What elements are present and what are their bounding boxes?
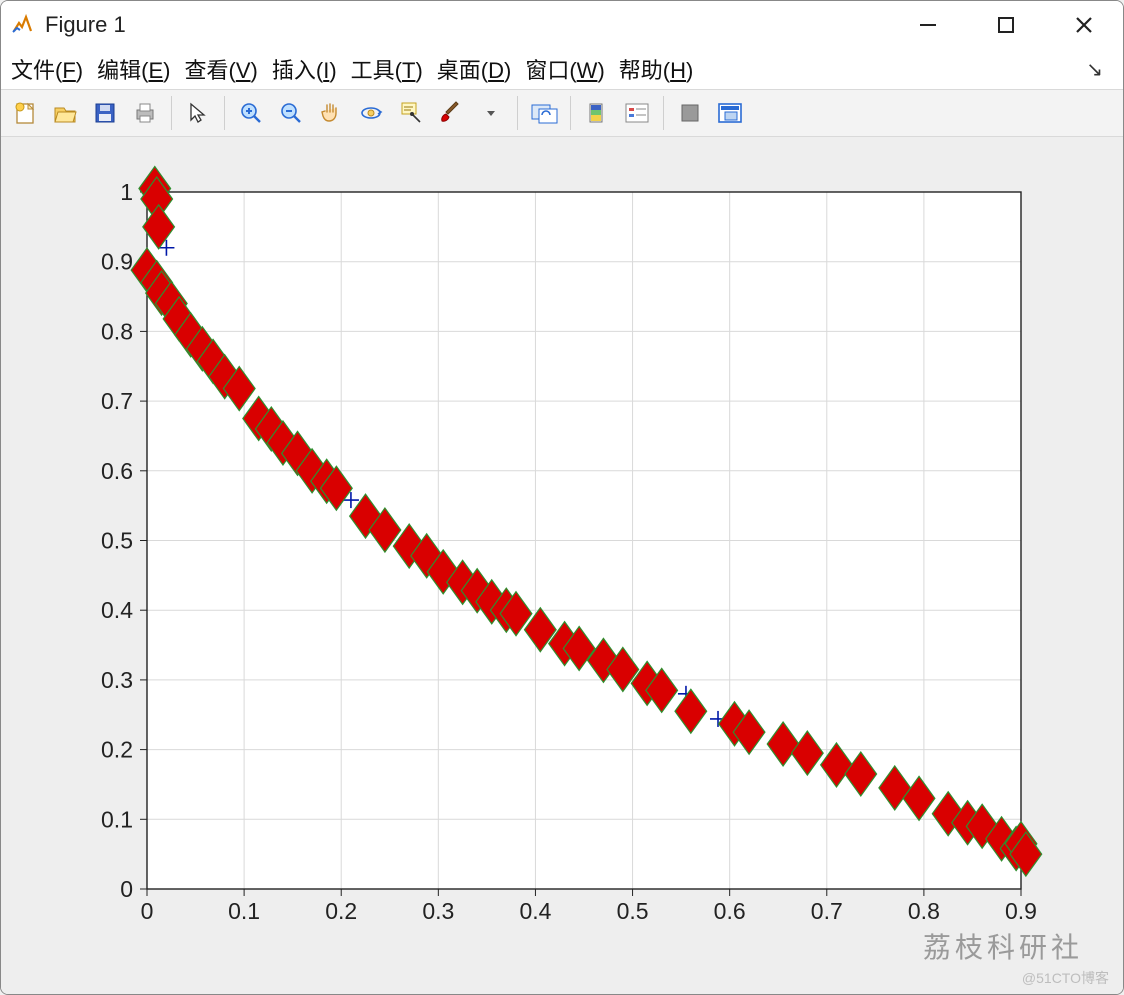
link-button[interactable] <box>526 95 562 131</box>
svg-text:0.6: 0.6 <box>101 458 133 484</box>
data-cursor-button[interactable] <box>393 95 429 131</box>
svg-text:0.5: 0.5 <box>101 528 133 554</box>
legend-button[interactable] <box>619 95 655 131</box>
toolbar-separator <box>570 96 571 130</box>
menu-insert[interactable]: 插入(I) <box>272 53 337 85</box>
figure-area[interactable]: 0 0.1 0.2 0.3 0.4 0.5 0.6 0.7 0.8 0.9 0 0.1 0.2 0.3 0.… <box>1 137 1123 994</box>
rotate3d-button[interactable] <box>353 95 389 131</box>
dock-arrow-icon[interactable]: ↘ <box>1086 57 1113 82</box>
zoom-out-button[interactable] <box>273 95 309 131</box>
svg-text:0.8: 0.8 <box>101 318 133 344</box>
svg-text:0.7: 0.7 <box>101 388 133 414</box>
menu-file[interactable]: 文件(F) <box>11 53 83 85</box>
matlab-icon <box>9 12 35 38</box>
window-controls <box>909 6 1103 44</box>
watermark-sub: @51CTO博客 <box>1022 968 1109 988</box>
dock-figure-button[interactable] <box>712 95 748 131</box>
zoom-in-button[interactable] <box>233 95 269 131</box>
new-figure-button[interactable] <box>7 95 43 131</box>
titlebar: Figure 1 <box>1 1 1123 49</box>
svg-text:0.3: 0.3 <box>422 898 454 924</box>
close-button[interactable] <box>1065 6 1103 44</box>
menu-window[interactable]: 窗口(W) <box>525 53 604 85</box>
svg-text:0.4: 0.4 <box>519 898 551 924</box>
menu-tools[interactable]: 工具(T) <box>351 53 423 85</box>
svg-text:0.9: 0.9 <box>1005 898 1037 924</box>
svg-text:0.4: 0.4 <box>101 597 133 623</box>
menu-edit[interactable]: 编辑(E) <box>97 53 170 85</box>
minimize-button[interactable] <box>909 6 947 44</box>
svg-text:0.6: 0.6 <box>714 898 746 924</box>
toolbar <box>1 89 1123 137</box>
hide-plot-tools-button[interactable] <box>672 95 708 131</box>
toolbar-separator <box>663 96 664 130</box>
svg-text:1: 1 <box>120 179 133 205</box>
open-button[interactable] <box>47 95 83 131</box>
svg-text:0.1: 0.1 <box>101 806 133 832</box>
brush-button[interactable] <box>433 95 469 131</box>
toolbar-separator <box>517 96 518 130</box>
window-title: Figure 1 <box>45 12 909 38</box>
menu-desktop[interactable]: 桌面(D) <box>437 53 512 85</box>
svg-text:0: 0 <box>120 876 133 902</box>
menu-help[interactable]: 帮助(H) <box>619 53 694 85</box>
brush-menu-button[interactable] <box>473 95 509 131</box>
svg-text:0.5: 0.5 <box>617 898 649 924</box>
menubar: 文件(F) 编辑(E) 查看(V) 插入(I) 工具(T) 桌面(D) 窗口(W… <box>1 49 1123 89</box>
svg-text:0.2: 0.2 <box>101 737 133 763</box>
svg-text:0.2: 0.2 <box>325 898 357 924</box>
toolbar-separator <box>171 96 172 130</box>
menu-view[interactable]: 查看(V) <box>184 53 257 85</box>
colorbar-button[interactable] <box>579 95 615 131</box>
pan-button[interactable] <box>313 95 349 131</box>
save-button[interactable] <box>87 95 123 131</box>
figure-window: Figure 1 文件(F) 编辑(E) 查看(V) 插入(I) 工具(T) 桌… <box>0 0 1124 995</box>
svg-text:0.3: 0.3 <box>101 667 133 693</box>
axes[interactable]: 0 0.1 0.2 0.3 0.4 0.5 0.6 0.7 0.8 0.9 0 0.1 0.2 0.3 0.… <box>1 137 1123 995</box>
svg-text:0.8: 0.8 <box>908 898 940 924</box>
maximize-button[interactable] <box>987 6 1025 44</box>
toolbar-separator <box>224 96 225 130</box>
svg-text:0: 0 <box>141 898 154 924</box>
pointer-button[interactable] <box>180 95 216 131</box>
svg-text:0.9: 0.9 <box>101 249 133 275</box>
svg-text:0.1: 0.1 <box>228 898 260 924</box>
svg-text:0.7: 0.7 <box>811 898 843 924</box>
watermark-main: 荔枝科研社 <box>923 926 1083 966</box>
print-button[interactable] <box>127 95 163 131</box>
